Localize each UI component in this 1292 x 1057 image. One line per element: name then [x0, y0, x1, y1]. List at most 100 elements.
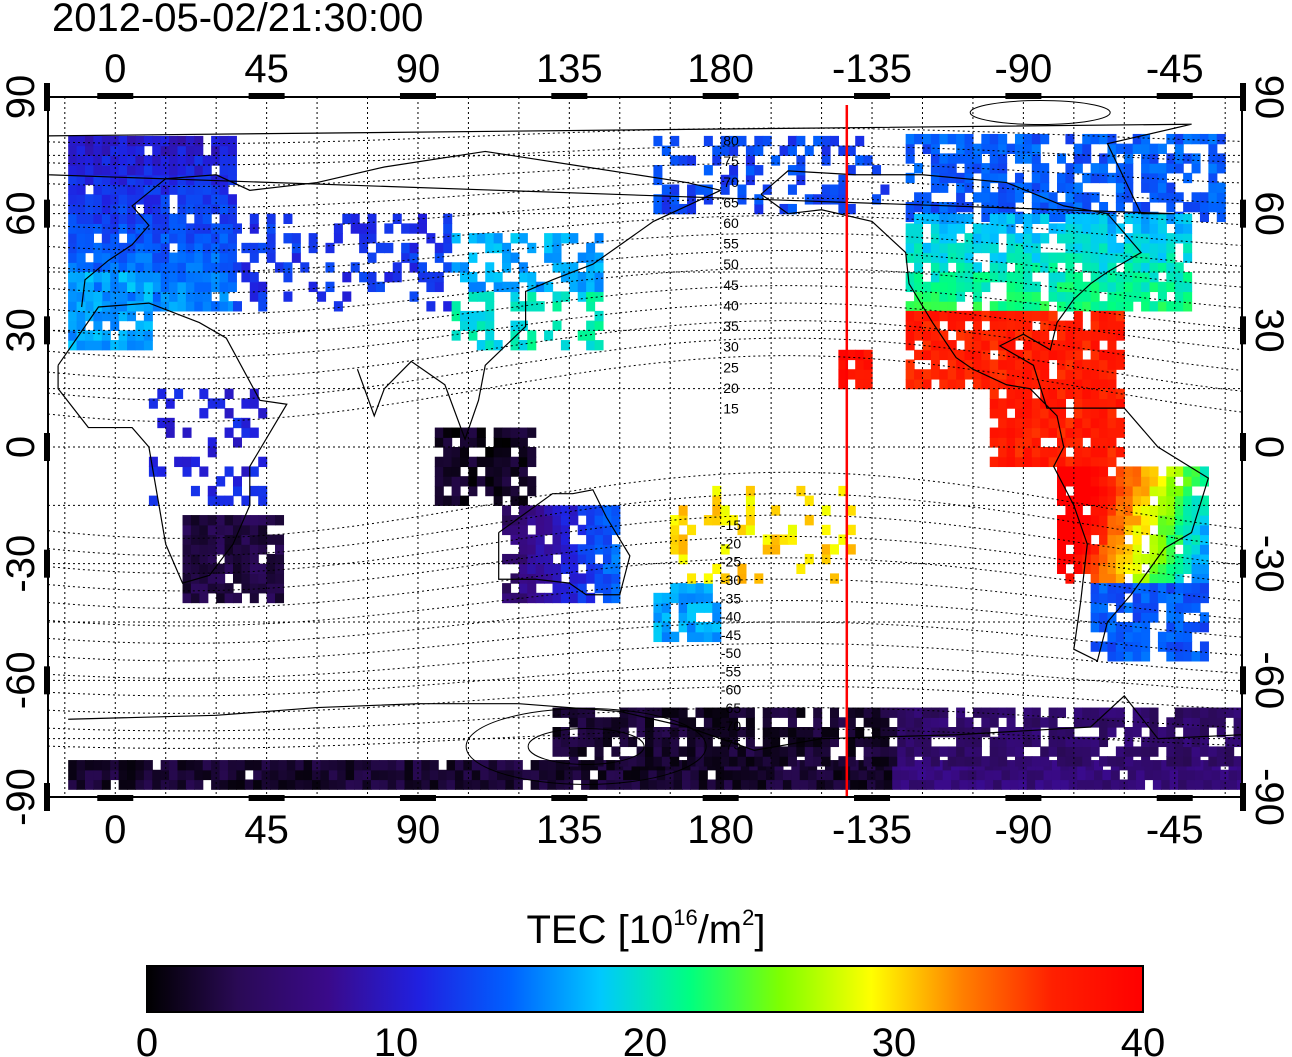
tec-cell: [594, 583, 604, 594]
tec-cell: [283, 272, 293, 283]
tec-cell: [1157, 291, 1167, 302]
tec-cell: [560, 553, 570, 565]
tec-cell: [577, 717, 587, 728]
tec-cell: [1107, 388, 1117, 399]
tec-cell: [169, 291, 179, 302]
tec-cell: [135, 135, 145, 147]
tec-cell: [653, 736, 663, 748]
tec-cell: [510, 485, 520, 497]
tec-cell: [1065, 192, 1075, 203]
map-grid: [48, 97, 1242, 797]
tec-cell: [698, 779, 708, 790]
tec-cell: [275, 592, 285, 604]
tec-cell: [476, 281, 486, 293]
tec-cell: [211, 779, 221, 790]
frame-tick-right: [1240, 666, 1246, 695]
tec-cell: [446, 760, 456, 771]
tec-cell: [855, 359, 865, 370]
tec-cell: [1149, 182, 1159, 193]
frame-tick-top: [399, 93, 436, 99]
tec-cell: [905, 320, 915, 331]
tec-cell: [535, 524, 545, 536]
tec-cell: [720, 736, 730, 748]
tec-cell: [1031, 133, 1041, 145]
tec-cell: [1082, 524, 1092, 536]
tec-cell: [555, 760, 565, 771]
tec-cell: [855, 155, 865, 166]
tec-cell: [502, 262, 512, 273]
tec-cell: [68, 262, 78, 273]
tec-cell: [1006, 398, 1016, 409]
tec-cell: [1157, 505, 1167, 516]
tec-cell: [880, 746, 890, 757]
top-lon-label: 180: [687, 47, 754, 91]
tec-cell: [84, 262, 95, 273]
tec-cell: [586, 534, 596, 545]
tec-cell: [185, 272, 195, 283]
tec-cell: [1191, 756, 1201, 767]
tec-cell: [93, 194, 103, 205]
tec-cell: [1073, 736, 1083, 748]
tec-cell: [261, 760, 271, 771]
tec-cell: [670, 583, 680, 594]
tec-cell: [1199, 592, 1209, 604]
tec-cell: [207, 563, 217, 574]
tec-cell: [241, 495, 251, 506]
tec-cell: [922, 727, 932, 738]
tec-cell: [956, 143, 966, 154]
tec-cell: [737, 727, 747, 738]
tec-cell: [249, 563, 259, 574]
tec-cell: [165, 427, 175, 438]
tec-cell: [703, 573, 713, 584]
tec-cell: [160, 281, 170, 293]
tec-cell: [1149, 544, 1159, 555]
tec-cell: [628, 707, 638, 718]
tec-cell: [384, 223, 394, 234]
tec-cell: [838, 194, 848, 205]
tec-cell: [110, 262, 120, 273]
tec-cell: [493, 233, 503, 244]
tec-cell: [1057, 182, 1067, 193]
tec-cell: [645, 746, 655, 757]
tec-cell: [930, 707, 940, 718]
tec-cell: [93, 145, 103, 156]
tec-cell: [502, 252, 512, 263]
tec-cell: [1166, 242, 1176, 254]
tec-cell: [295, 760, 305, 771]
magnetic-contour: [48, 471, 1242, 539]
tec-cell: [165, 417, 175, 429]
tec-cell: [84, 760, 95, 771]
tec-cell: [202, 233, 212, 244]
tec-cell: [127, 340, 137, 351]
tec-cell: [118, 203, 128, 215]
tec-cell: [1014, 427, 1024, 438]
tec-cell: [866, 779, 876, 790]
tec-cell: [135, 330, 145, 341]
tec-cell: [569, 717, 579, 728]
tec-cell: [135, 760, 145, 771]
tec-cell: [485, 476, 495, 487]
tec-cell: [678, 505, 688, 516]
tec-cell: [1141, 476, 1151, 487]
tec-cell: [1220, 769, 1230, 781]
tec-cell: [586, 272, 596, 283]
tec-cell: [981, 281, 991, 293]
tec-cell: [177, 165, 187, 176]
tec-cell: [560, 736, 570, 748]
tec-cell: [443, 223, 453, 234]
tec-cell: [401, 252, 411, 263]
tec-cell: [143, 760, 153, 771]
frame-tick-left: [44, 316, 50, 345]
tec-cell: [535, 544, 545, 555]
tec-cell: [148, 495, 158, 506]
tec-cell: [127, 135, 137, 147]
tec-cell: [194, 155, 204, 166]
tec-cell: [143, 194, 153, 205]
tec-cell: [1040, 213, 1050, 224]
tec-cell: [1132, 515, 1142, 526]
tec-cell: [976, 769, 986, 781]
tec-cell: [1216, 211, 1226, 223]
tec-cell: [720, 573, 730, 584]
tec-cell: [1057, 388, 1067, 399]
tec-cell: [1065, 291, 1075, 302]
